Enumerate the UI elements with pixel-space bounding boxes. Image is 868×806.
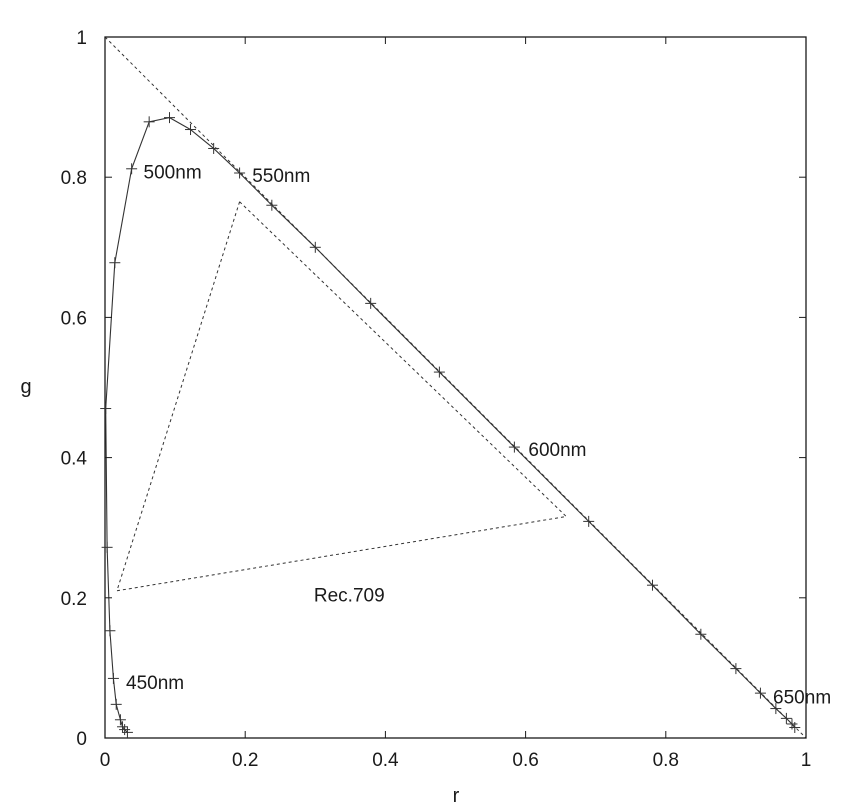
- locus-point-marker: [104, 625, 116, 637]
- locus-point-marker: [109, 257, 121, 269]
- x-tick-label: 0.2: [232, 750, 258, 771]
- locus-point-marker: [266, 199, 278, 211]
- annotation-label: 650nm: [773, 688, 831, 709]
- y-tick-label: 0.6: [61, 308, 87, 329]
- locus-point-marker: [508, 441, 520, 453]
- plot-frame: [104, 36, 807, 739]
- y-tick-label: 0.2: [61, 589, 87, 610]
- locus-point-marker: [185, 124, 197, 136]
- y-tick-label: 0.8: [61, 168, 87, 189]
- locus-point-marker: [126, 163, 138, 175]
- annotations: 450nm 500nm 550nm 600nm 650nm Rec.709: [126, 163, 831, 709]
- x-tick-label: 1: [801, 750, 812, 771]
- locus-point-marker: [754, 687, 766, 699]
- locus-point-marker: [789, 721, 801, 733]
- locus-point-marker: [101, 541, 113, 553]
- locus-point-marker: [309, 241, 321, 253]
- x-tick-label: 0: [100, 750, 111, 771]
- locus-point-marker: [121, 726, 133, 738]
- annotation-label: 600nm: [528, 440, 586, 461]
- y-tick-label: 1: [76, 28, 87, 49]
- locus-point-marker: [208, 142, 220, 154]
- locus-point-marker: [143, 116, 155, 128]
- annotation-label: 450nm: [126, 673, 184, 694]
- y-tick-label: 0: [76, 729, 87, 750]
- locus-point-marker: [433, 366, 445, 378]
- locus-point-marker: [234, 167, 246, 179]
- locus-point-marker: [107, 672, 119, 684]
- x-axis-label: r: [453, 785, 460, 806]
- locus-point-marker: [730, 663, 742, 675]
- y-tick-label: 0.4: [61, 449, 88, 470]
- y-axis-label: g: [20, 376, 31, 398]
- locus-point-marker: [100, 403, 112, 415]
- locus-point-marker: [119, 724, 131, 736]
- annotation-label: 500nm: [144, 163, 202, 184]
- plot-area: [100, 36, 807, 739]
- x-tick-label: 0.8: [653, 750, 679, 771]
- annotation-label: 550nm: [252, 166, 310, 187]
- locus-point-marker: [117, 721, 129, 733]
- locus-point-marker: [365, 297, 377, 309]
- annotation-label: Rec.709: [314, 585, 385, 606]
- locus-point-marker: [110, 698, 122, 710]
- locus-point-marker: [114, 714, 126, 726]
- x-tick-label: 0.4: [372, 750, 399, 771]
- x-tick-label: 0.6: [512, 750, 538, 771]
- axis-ticks: 0 0.2 0.4 0.6 0.8 1 0 0.2 0.4 0.6 0.8 1: [61, 28, 812, 771]
- locus-point-marker: [780, 712, 792, 724]
- locus-point-marker: [695, 628, 707, 640]
- locus-point-marker: [163, 112, 175, 124]
